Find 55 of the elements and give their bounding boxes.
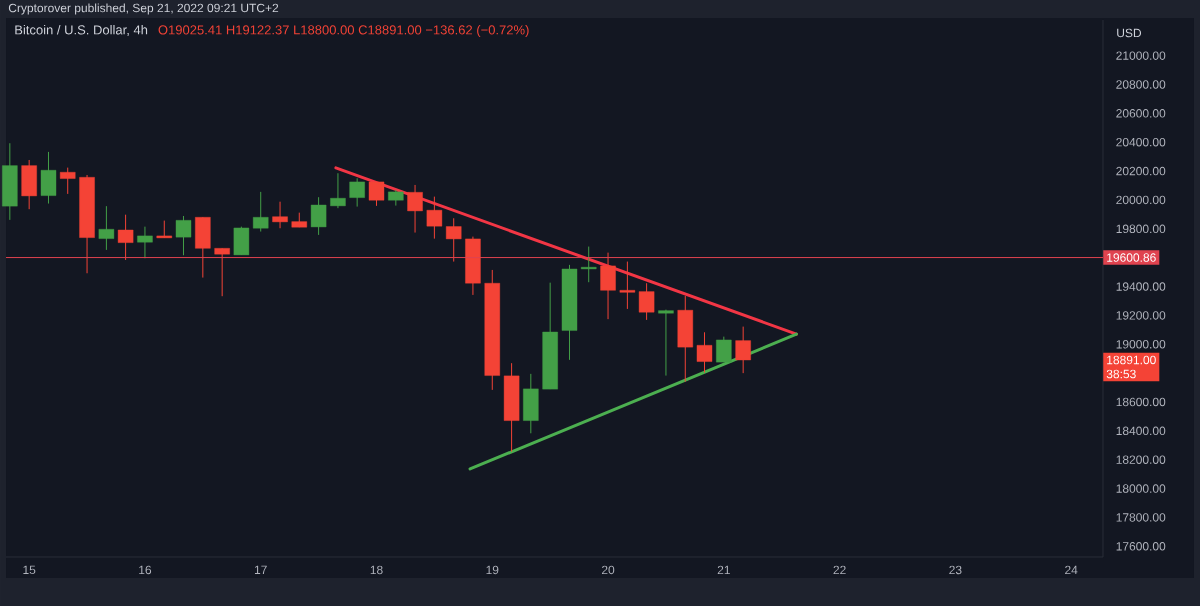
y-tick-label: 20000.00 xyxy=(1116,195,1166,205)
x-tick-label: 24 xyxy=(1065,565,1078,575)
candlestick xyxy=(658,309,674,377)
candlestick xyxy=(330,172,346,209)
x-tick-label: 17 xyxy=(254,565,267,574)
y-tick-label: 18600.00 xyxy=(1116,397,1166,407)
candlestick xyxy=(98,205,115,251)
ref-line-label: 19600.86 xyxy=(1107,253,1156,262)
candlestick xyxy=(735,326,751,374)
candlestick xyxy=(716,336,732,363)
candlestick xyxy=(445,217,462,263)
candlestick xyxy=(426,196,443,240)
candlestick xyxy=(580,246,597,283)
candlestick xyxy=(272,201,288,229)
x-tick-label: 23 xyxy=(949,565,962,575)
y-axis-title: USD xyxy=(1117,28,1142,38)
y-tick-label: 17600.00 xyxy=(1116,542,1166,551)
y-tick-label: 18000.00 xyxy=(1116,484,1166,493)
y-tick-label: 18200.00 xyxy=(1116,455,1166,464)
y-tick-label: 19800.00 xyxy=(1116,224,1166,234)
candlestick xyxy=(638,282,655,321)
y-tick-label: 19000.00 xyxy=(1116,340,1166,349)
y-tick-label: 19200.00 xyxy=(1116,311,1166,320)
x-tick-label: 21 xyxy=(717,565,730,575)
candlestick xyxy=(252,191,269,233)
candlestick xyxy=(349,177,365,208)
x-tick-label: 20 xyxy=(601,565,615,575)
candlestick xyxy=(59,167,76,195)
candlestick xyxy=(619,261,636,310)
text: 18891.00 xyxy=(1107,355,1156,365)
y-tick-label: 17800.00 xyxy=(1116,513,1166,522)
candlestick xyxy=(214,247,230,297)
candlestick xyxy=(117,214,134,261)
x-tick-label: 19 xyxy=(486,565,499,575)
x-tick-label: 15 xyxy=(23,565,36,575)
candlestick xyxy=(310,196,327,236)
y-tick-label: 18400.00 xyxy=(1116,426,1166,436)
x-tick-label: 16 xyxy=(139,565,152,575)
y-tick-label: 20800.00 xyxy=(1116,80,1166,89)
x-tick-label: 18 xyxy=(370,565,383,575)
candlestick xyxy=(696,331,713,374)
candlestick xyxy=(137,226,153,259)
chart-title: Bitcoin / U.S. Dollar, 4h xyxy=(15,24,148,37)
text: 38:53 xyxy=(1106,369,1136,379)
candlestick xyxy=(175,215,192,256)
chart-subtitle: O19025.41 H19122.37 L18800.00 C18891.00 −136.62 (−0.72%) xyxy=(158,24,529,38)
y-tick-label: 20600.00 xyxy=(1116,109,1166,118)
y-tick-label: 19400.00 xyxy=(1116,282,1166,291)
y-tick-label: 20200.00 xyxy=(1116,166,1166,176)
candlestick xyxy=(407,184,423,234)
x-tick-label: 22 xyxy=(833,565,846,575)
text: Cryptorover published, Sep 21, 2022 09:21 UTC+2 xyxy=(8,3,279,15)
candlestick xyxy=(368,181,385,207)
y-tick-label: 21000.00 xyxy=(1116,51,1166,60)
y-tick-label: 20400.00 xyxy=(1116,137,1166,147)
